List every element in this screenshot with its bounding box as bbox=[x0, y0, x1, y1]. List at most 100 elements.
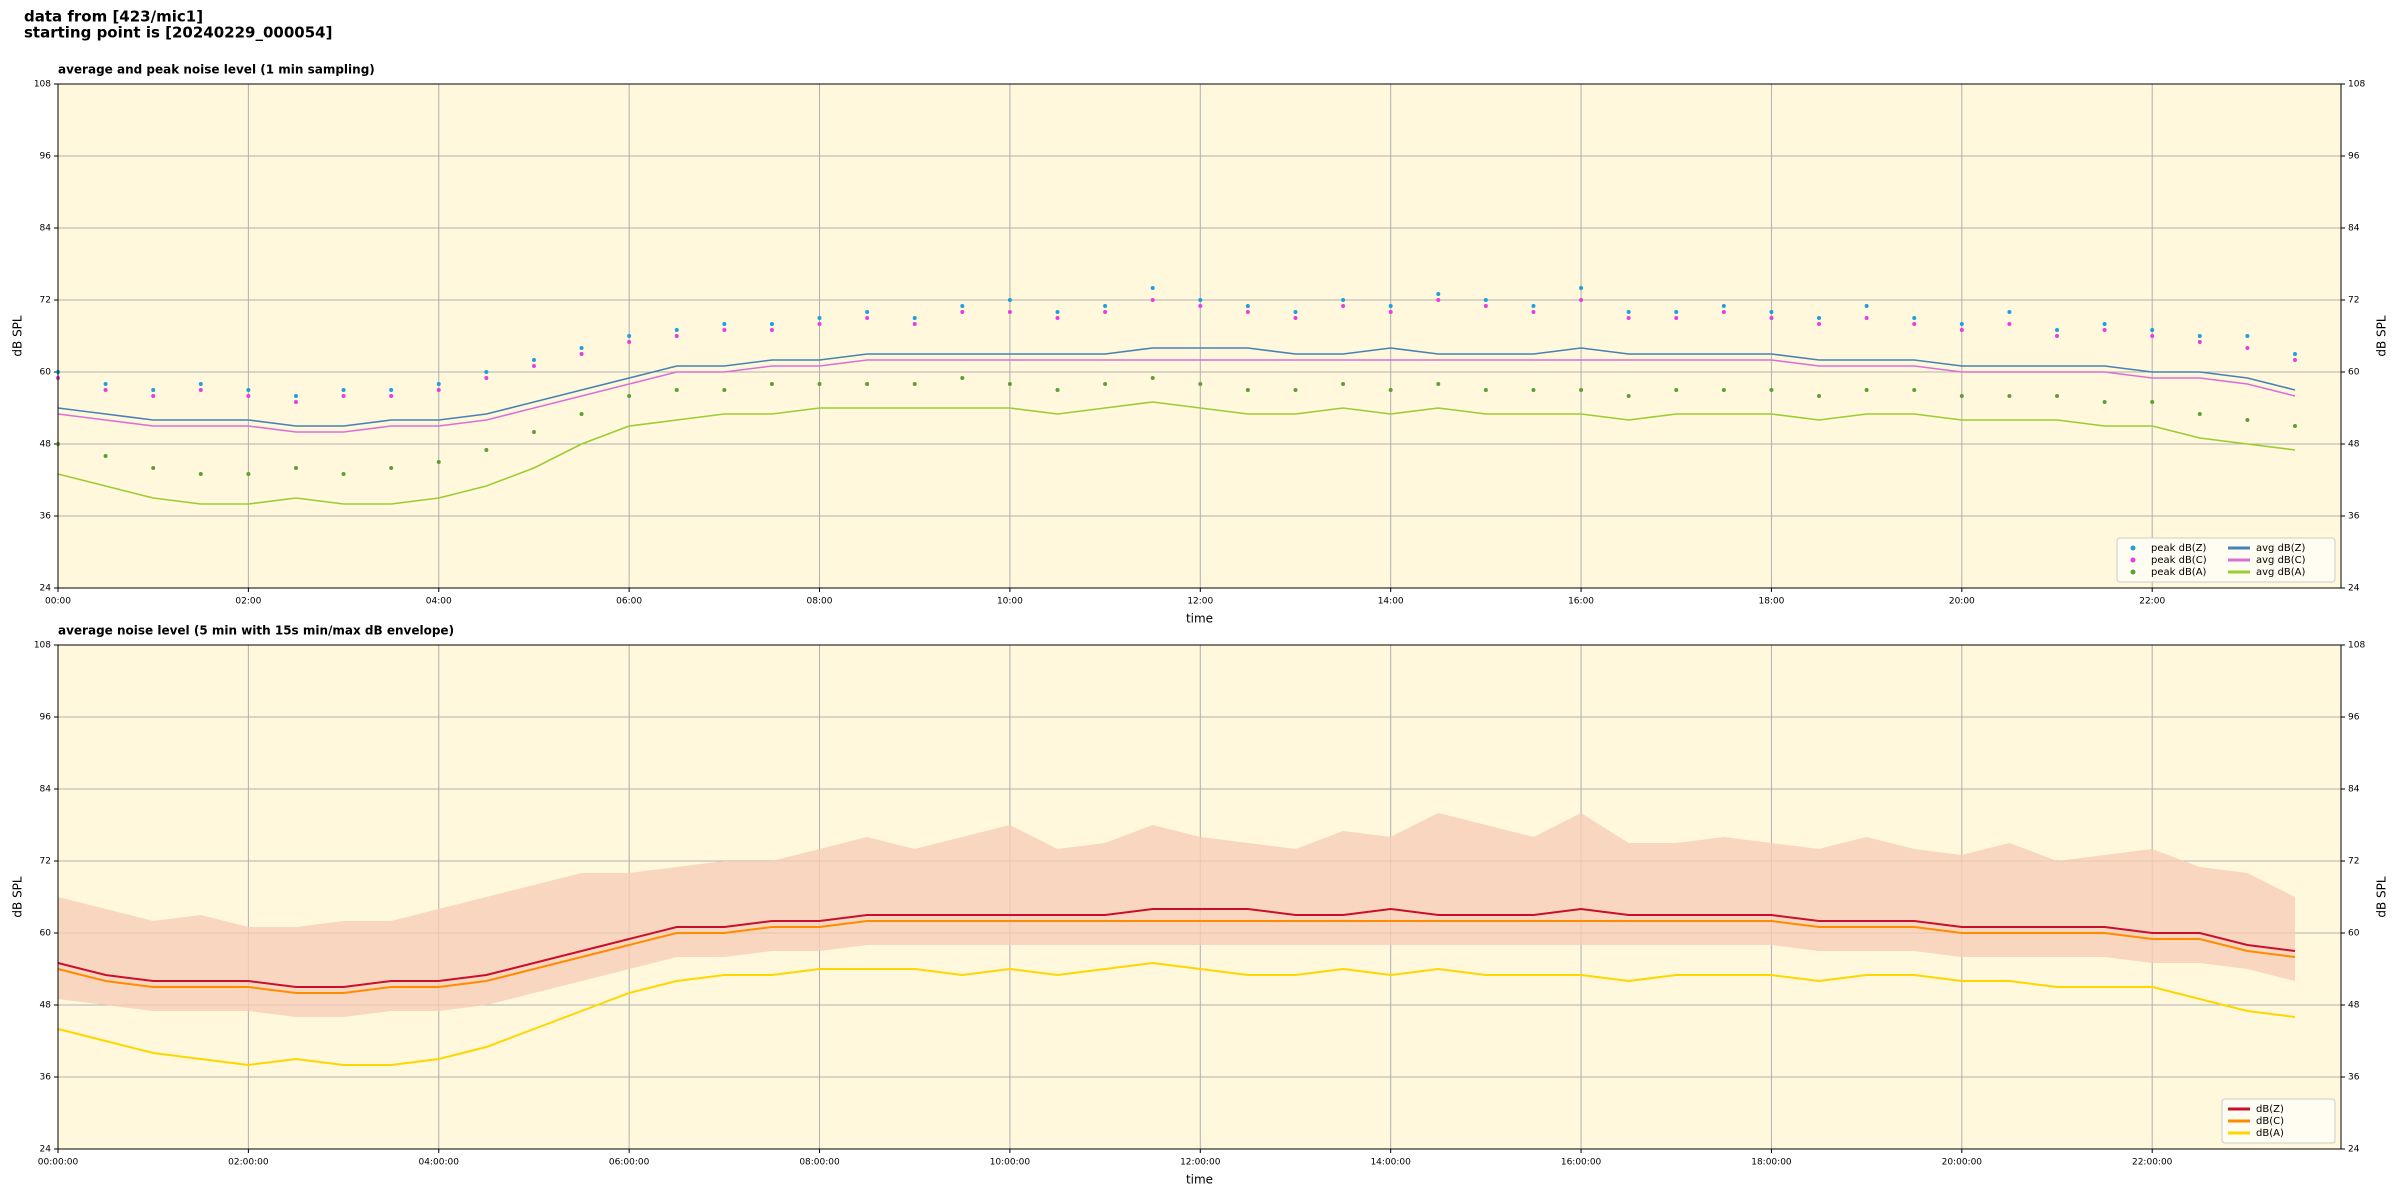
series-line bbox=[57, 907, 2296, 988]
peak-point bbox=[1912, 316, 1917, 320]
peak-point bbox=[389, 394, 394, 398]
x-tick-label: 22:00:00 bbox=[2132, 1158, 2173, 1168]
y-tick-label: 36 bbox=[40, 512, 52, 522]
y-tick-label: 36 bbox=[2348, 1073, 2360, 1083]
peak-point bbox=[1912, 322, 1917, 326]
peak-point bbox=[960, 310, 965, 314]
peak-point bbox=[1531, 304, 1536, 308]
peak-point bbox=[1150, 286, 1155, 290]
peak-point bbox=[436, 382, 441, 386]
y-tick-label: 48 bbox=[2348, 1001, 2360, 1011]
peak-point bbox=[436, 460, 441, 464]
peak-point bbox=[1055, 310, 1060, 314]
y-axis-label: dB SPL bbox=[2375, 876, 2389, 918]
peak-point bbox=[103, 388, 108, 392]
peak-point bbox=[293, 466, 298, 470]
peak-point bbox=[436, 388, 441, 392]
peak-point bbox=[1103, 304, 1108, 308]
y-tick-label: 60 bbox=[2348, 368, 2360, 378]
chart-title: average and peak noise level (1 min samp… bbox=[58, 63, 375, 77]
y-tick-label: 108 bbox=[2348, 641, 2365, 651]
y-tick-label: 84 bbox=[2348, 224, 2360, 234]
x-axis-label: time bbox=[1186, 612, 1213, 626]
peak-point bbox=[1245, 310, 1250, 314]
peak-point bbox=[151, 388, 156, 392]
y-tick-label: 108 bbox=[2348, 80, 2365, 90]
peak-point bbox=[1674, 316, 1679, 320]
peak-point bbox=[627, 394, 632, 398]
peak-point bbox=[960, 304, 965, 308]
x-tick-label: 00:00 bbox=[45, 597, 71, 607]
peak-point bbox=[1817, 394, 1822, 398]
peak-point bbox=[198, 472, 203, 476]
peak-point bbox=[579, 412, 584, 416]
peak-point bbox=[912, 382, 917, 386]
peak-point bbox=[151, 394, 156, 398]
peak-point bbox=[1579, 298, 1584, 302]
peak-point bbox=[1959, 328, 1964, 332]
peak-point bbox=[1674, 388, 1679, 392]
y-tick-label: 96 bbox=[2348, 713, 2360, 723]
y-tick-label: 36 bbox=[40, 1073, 52, 1083]
x-tick-label: 20:00 bbox=[1949, 597, 1975, 607]
peak-point bbox=[293, 394, 298, 398]
peak-point bbox=[1817, 322, 1822, 326]
legend-box bbox=[2116, 537, 2336, 583]
peak-point bbox=[627, 334, 632, 338]
peak-point bbox=[1626, 394, 1631, 398]
peak-point bbox=[1341, 298, 1346, 302]
y-tick-label: 72 bbox=[2348, 296, 2359, 306]
peak-point bbox=[341, 388, 346, 392]
peak-point bbox=[2150, 334, 2155, 338]
peak-point bbox=[151, 466, 156, 470]
y-axis-label: dB SPL bbox=[2375, 315, 2389, 357]
peak-point bbox=[1674, 310, 1679, 314]
y-tick-label: 60 bbox=[2348, 929, 2360, 939]
peak-point bbox=[1626, 316, 1631, 320]
legend-label: avg dB(A) bbox=[2256, 567, 2306, 578]
peak-point bbox=[484, 376, 489, 380]
x-tick-label: 10:00:00 bbox=[990, 1158, 1031, 1168]
x-tick-label: 20:00:00 bbox=[1942, 1158, 1983, 1168]
peak-point bbox=[1769, 388, 1774, 392]
peak-point bbox=[1245, 304, 1250, 308]
y-tick-label: 48 bbox=[40, 440, 52, 450]
peak-point bbox=[1721, 388, 1726, 392]
peak-point bbox=[1531, 388, 1536, 392]
peak-point bbox=[1007, 382, 1012, 386]
legend-label: avg dB(C) bbox=[2256, 555, 2306, 566]
peak-point bbox=[674, 388, 679, 392]
header-line: starting point is [20240229_000054] bbox=[24, 24, 332, 42]
peak-point bbox=[1103, 382, 1108, 386]
peak-point bbox=[865, 382, 870, 386]
x-axis-label: time bbox=[1186, 1173, 1213, 1187]
peak-point bbox=[389, 466, 394, 470]
peak-point bbox=[579, 352, 584, 356]
peak-point bbox=[198, 388, 203, 392]
x-tick-label: 14:00 bbox=[1378, 597, 1404, 607]
peak-point bbox=[1150, 298, 1155, 302]
peak-point bbox=[912, 322, 917, 326]
peak-point bbox=[1388, 310, 1393, 314]
y-tick-label: 24 bbox=[40, 584, 52, 594]
peak-point bbox=[2245, 346, 2250, 350]
x-tick-label: 04:00 bbox=[426, 597, 452, 607]
peak-point bbox=[2197, 340, 2202, 344]
peak-point bbox=[1198, 382, 1203, 386]
plot-frame bbox=[57, 644, 2342, 1150]
peak-point bbox=[2292, 424, 2297, 428]
legend-label: dB(A) bbox=[2256, 1128, 2284, 1139]
peak-point bbox=[2197, 412, 2202, 416]
y-tick-label: 96 bbox=[2348, 152, 2360, 162]
peak-point bbox=[2102, 328, 2107, 332]
peak-point bbox=[1483, 298, 1488, 302]
y-axis-label: dB SPL bbox=[11, 876, 25, 918]
y-tick-label: 84 bbox=[2348, 785, 2360, 795]
chart-title: average noise level (5 min with 15s min/… bbox=[58, 624, 454, 638]
peak-point bbox=[246, 394, 251, 398]
peak-point bbox=[2055, 328, 2060, 332]
peak-point bbox=[1341, 382, 1346, 386]
legend-label: peak dB(A) bbox=[2151, 567, 2207, 578]
peak-point bbox=[531, 364, 536, 368]
peak-point bbox=[246, 388, 251, 392]
